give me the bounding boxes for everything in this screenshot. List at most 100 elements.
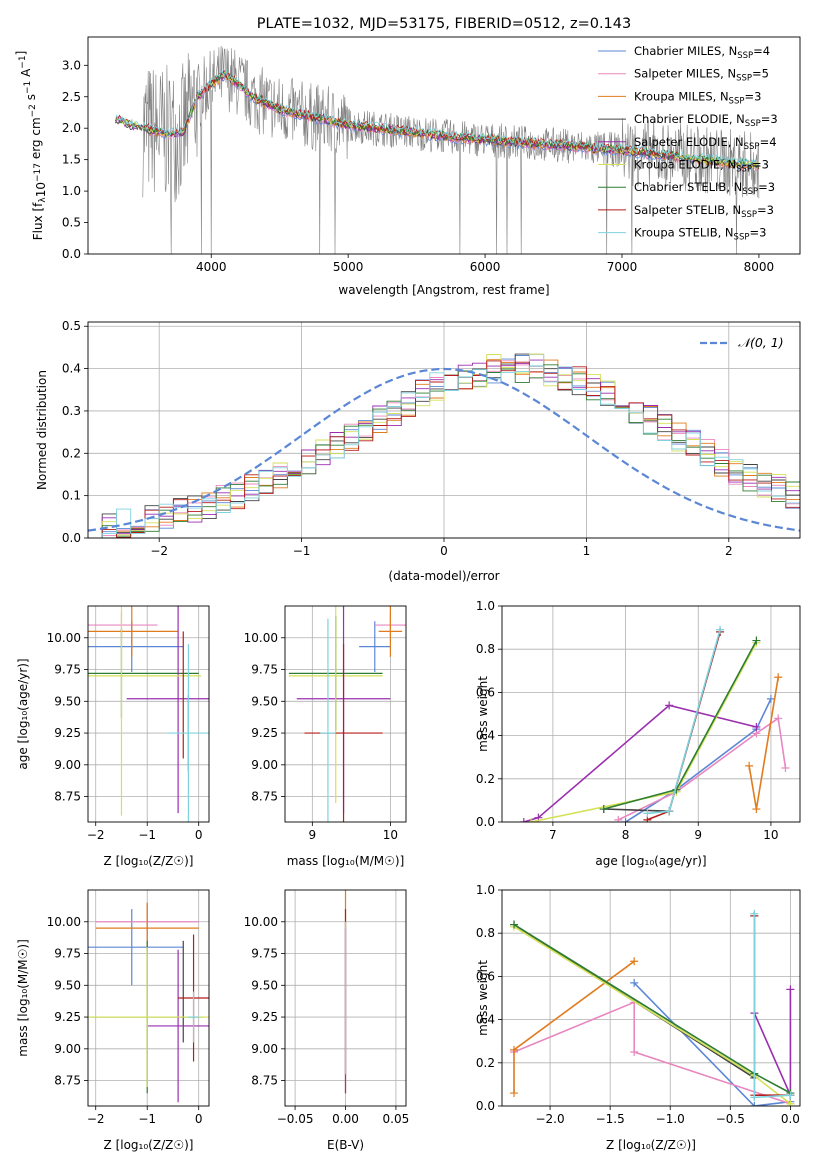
legend-entry: Salpeter MILES, NSSP=5 xyxy=(634,67,769,84)
mass-weight-marker xyxy=(752,722,761,731)
legend-text: Chabrier MILES, N xyxy=(634,44,737,58)
spectrum-frame xyxy=(87,36,801,255)
mass-weight-line xyxy=(603,640,758,810)
mass-weight-marker xyxy=(752,805,761,814)
y-label-part: f xyxy=(31,202,45,207)
legend-tail: =4 xyxy=(760,135,777,149)
mass-weight-marker xyxy=(510,1045,519,1054)
y-label-part: Flux [ xyxy=(31,207,45,240)
x-tick-label: 1 xyxy=(583,544,591,558)
legend-entry: Kroupa MILES, NSSP=3 xyxy=(634,89,761,106)
mass-weight-line xyxy=(523,704,757,822)
legend-subscript: SSP xyxy=(729,96,745,106)
mass_vs_Z-panel: −2 −1 0 8.75 9.00 9.25 9.50 9.75 10.00 xyxy=(47,889,210,1126)
mass-weight-line xyxy=(753,915,791,1096)
y-tick-label: 1.0 xyxy=(62,184,81,198)
legend-text: Salpeter STELIB, N xyxy=(634,203,741,217)
legend-entry: 𝒩(0, 1) xyxy=(738,335,784,350)
x-axis-label: Z [log₁₀(Z/Z☉)] xyxy=(104,854,194,868)
age_vs_mass-panel: 9 10 8.75 9.00 9.25 9.50 9.75 10.00 xyxy=(244,605,407,842)
x-tick-label: 4000 xyxy=(196,260,227,274)
mass-weight-marker xyxy=(527,818,536,822)
age_vs_mass-frame xyxy=(284,605,407,823)
mass-weight-marker xyxy=(786,1099,795,1106)
mass_vs_EBV-frame xyxy=(284,889,407,1107)
errorbar-point xyxy=(378,606,403,657)
errorbar-point xyxy=(167,644,209,822)
spectrum-plot-area xyxy=(115,45,760,254)
y-tick-label: 9.75 xyxy=(54,663,81,677)
legend-tail: =3 xyxy=(758,180,775,194)
mass-weight-marker xyxy=(774,673,783,682)
legend-text: Kroupa MILES, N xyxy=(634,89,729,103)
y-tick-label: 3.0 xyxy=(62,58,81,72)
y-tick-label: 9.75 xyxy=(251,663,278,677)
x-tick-label: −2.0 xyxy=(535,1112,564,1126)
mass-weight-line xyxy=(633,982,791,1106)
y-tick-label: 0.4 xyxy=(476,729,495,743)
x-tick-label: 8000 xyxy=(744,260,775,274)
x-tick-label: 0.0 xyxy=(781,1112,800,1126)
y-tick-label: 10.00 xyxy=(244,631,278,645)
mass-weight-line xyxy=(513,923,791,1094)
y-tick-label: 0.1 xyxy=(62,489,81,503)
mass-weight-marker xyxy=(614,815,623,822)
y-axis-label: mass [log₁₀(M/M☉)] xyxy=(16,939,30,1057)
age_vs_mass-plot-area xyxy=(288,606,406,822)
residual-histogram-step xyxy=(88,365,800,538)
y-tick-label: 9.25 xyxy=(251,1010,278,1024)
mass-weight-marker xyxy=(766,694,775,703)
mass-weight-marker xyxy=(519,818,528,822)
normal-curve-line xyxy=(88,367,800,532)
mass-weight-marker xyxy=(774,714,783,723)
errorbar-point xyxy=(126,606,209,814)
mass_weight_vs_Z-plot-area xyxy=(510,909,795,1106)
x-tick-label: −2 xyxy=(87,1112,105,1126)
x-tick-label: 7 xyxy=(549,828,557,842)
legend-subscript: SSP xyxy=(736,165,752,175)
y-tick-label: 9.50 xyxy=(54,694,81,708)
mass-weight-marker xyxy=(630,957,639,966)
x-tick-label: 0 xyxy=(440,544,448,558)
y-label-part: s xyxy=(24,94,38,104)
y-tick-label: 2.5 xyxy=(62,90,81,104)
x-tick-label: 7000 xyxy=(607,260,638,274)
x-tick-label: 5000 xyxy=(333,260,364,274)
legend-subscript: SSP xyxy=(745,119,761,129)
legend-subscript: SSP xyxy=(737,51,753,61)
legend-text: Chabrier STELIB, N xyxy=(634,180,742,194)
y-tick-label: 0.4 xyxy=(476,1013,495,1027)
x-axis-label: E(B-V) xyxy=(327,1138,364,1152)
legend-entry: Salpeter STELIB, NSSP=3 xyxy=(634,203,774,220)
y-label-part: −1 xyxy=(23,81,33,94)
y-axis-label: age [log₁₀(age/yr)] xyxy=(16,658,30,769)
y-axis-label: mass weight xyxy=(476,960,490,1036)
legend-text: Salpeter ELODIE, N xyxy=(634,135,744,149)
legend-subscript: SSP xyxy=(741,210,757,220)
legend-tail: =3 xyxy=(752,158,769,172)
mass-weight-marker xyxy=(665,701,674,710)
legend-text: Kroupa ELODIE, N xyxy=(634,158,736,172)
x-tick-label: 10 xyxy=(383,828,398,842)
errorbar-point xyxy=(88,606,179,657)
chart-title: PLATE=1032, MJD=53175, FIBERID=0512, z=0… xyxy=(257,16,631,32)
age_vs_Z-frame xyxy=(87,605,210,823)
y-axis-label: mass weight xyxy=(476,676,490,752)
x-axis-label: Z [log₁₀(Z/Z☉)] xyxy=(104,1138,194,1152)
mass_weight_vs_Z-panel: −2.0 −1.5 −1.0 −0.5 0.0 0.0 0.2 0.4 0.6 0.8 1.0 xyxy=(476,883,801,1126)
spectrum-panel: 4000 5000 6000 7000 8000 0.0 0.5 1.0 1.5 2.0 2.5 3.… xyxy=(62,36,801,274)
mass-weight-marker xyxy=(599,805,608,814)
mass_weight_vs_age-panel: 7 8 9 10 0.0 0.2 0.4 0.6 0.8 1.0 xyxy=(476,599,801,842)
age_vs_Z-panel: −2 −1 0 8.75 9.00 9.25 9.50 9.75 10.00 xyxy=(47,605,210,842)
legend-tail: =3 xyxy=(749,226,766,240)
y-tick-label: 8.75 xyxy=(251,790,278,804)
y-tick-label: 9.00 xyxy=(54,1042,81,1056)
mass-weight-line xyxy=(603,631,721,813)
x-tick-label: 0 xyxy=(195,828,203,842)
x-tick-label: −1.0 xyxy=(656,1112,685,1126)
y-tick-label: 8.75 xyxy=(54,790,81,804)
legend-text: Salpeter MILES, N xyxy=(634,67,736,81)
errorbar-point xyxy=(320,618,336,822)
y-tick-label: 1.0 xyxy=(476,599,495,613)
y-tick-label: 9.00 xyxy=(251,758,278,772)
